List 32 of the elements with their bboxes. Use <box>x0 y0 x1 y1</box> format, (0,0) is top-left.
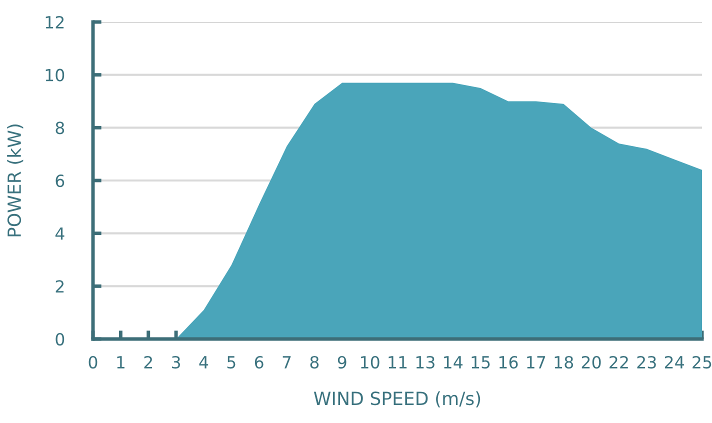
x-tick-label: 5 <box>227 356 236 369</box>
x-tick-label: 8 <box>310 356 319 369</box>
y-tick-label: 4 <box>55 228 64 240</box>
x-tick-label: 2 <box>144 356 152 368</box>
x-tick-label: 4 <box>199 356 208 368</box>
x-tick-label: 3 <box>172 356 180 369</box>
x-tick-label: 0 <box>88 356 98 369</box>
y-axis-title: POWER (kW) <box>7 124 24 236</box>
x-tick-label: 17 <box>527 356 546 368</box>
x-tick-label: 14 <box>444 356 463 368</box>
y-tick-label: 6 <box>56 174 64 188</box>
y-tick-label: 8 <box>56 122 64 134</box>
x-tick-label: 25 <box>692 356 712 369</box>
x-tick-label: 18 <box>554 356 574 369</box>
x-tick-label: 11 <box>388 356 407 368</box>
y-tick-label: 2 <box>56 280 64 292</box>
x-tick-label: 13 <box>416 356 434 369</box>
x-tick-label: 24 <box>664 356 684 368</box>
y-tick-label: 10 <box>46 68 64 82</box>
x-tick-label: 6 <box>254 356 264 369</box>
y-tick-label: 12 <box>46 16 64 28</box>
x-tick-label: 1 <box>117 356 124 368</box>
x-axis-title: WIND SPEED (m/s) <box>314 391 480 408</box>
y-tick-label: 0 <box>56 332 64 346</box>
x-tick-label: 7 <box>282 356 291 368</box>
x-tick-label: 10 <box>361 356 380 369</box>
x-tick-label: 22 <box>610 356 628 368</box>
x-tick-label: 20 <box>582 356 601 369</box>
x-tick-label: 23 <box>637 356 656 369</box>
x-tick-label: 16 <box>499 356 518 369</box>
x-tick-label: 15 <box>472 356 490 369</box>
x-tick-label: 9 <box>338 356 346 369</box>
